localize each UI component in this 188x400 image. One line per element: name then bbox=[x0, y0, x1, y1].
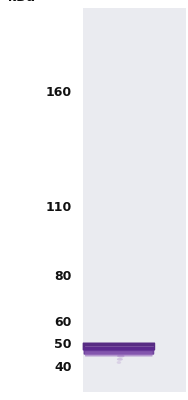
Text: kDa: kDa bbox=[8, 0, 35, 4]
FancyBboxPatch shape bbox=[83, 342, 155, 350]
Text: 60: 60 bbox=[54, 316, 71, 328]
FancyBboxPatch shape bbox=[85, 351, 153, 356]
Ellipse shape bbox=[117, 361, 121, 364]
Text: 160: 160 bbox=[45, 86, 71, 99]
Ellipse shape bbox=[117, 358, 123, 361]
FancyBboxPatch shape bbox=[84, 347, 154, 355]
Ellipse shape bbox=[117, 355, 125, 358]
Text: 40: 40 bbox=[54, 362, 71, 374]
Text: 80: 80 bbox=[54, 270, 71, 282]
Text: 50: 50 bbox=[54, 338, 71, 352]
FancyBboxPatch shape bbox=[83, 8, 186, 392]
Text: 110: 110 bbox=[45, 201, 71, 214]
